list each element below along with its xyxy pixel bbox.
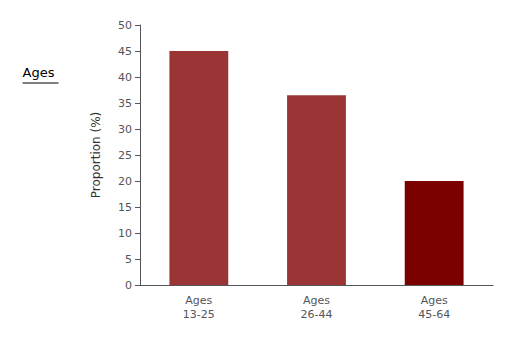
svg-text:25: 25: [118, 149, 132, 162]
svg-text:0: 0: [125, 279, 132, 292]
svg-text:35: 35: [118, 97, 132, 110]
svg-text:45: 45: [118, 45, 132, 58]
svg-text:Ages: Ages: [23, 65, 55, 80]
svg-text:Ages: Ages: [303, 294, 330, 307]
svg-text:10: 10: [118, 227, 132, 240]
svg-text:5: 5: [125, 253, 132, 266]
svg-text:Ages: Ages: [185, 294, 212, 307]
svg-text:13-25: 13-25: [183, 308, 215, 321]
svg-text:30: 30: [118, 123, 132, 136]
svg-text:Ages: Ages: [421, 294, 448, 307]
svg-text:40: 40: [118, 71, 132, 84]
svg-text:Proportion (%): Proportion (%): [89, 112, 103, 199]
svg-text:26-44: 26-44: [301, 308, 333, 321]
svg-text:15: 15: [118, 201, 132, 214]
svg-text:45-64: 45-64: [418, 308, 450, 321]
svg-text:20: 20: [118, 175, 132, 188]
svg-text:50: 50: [118, 19, 132, 32]
